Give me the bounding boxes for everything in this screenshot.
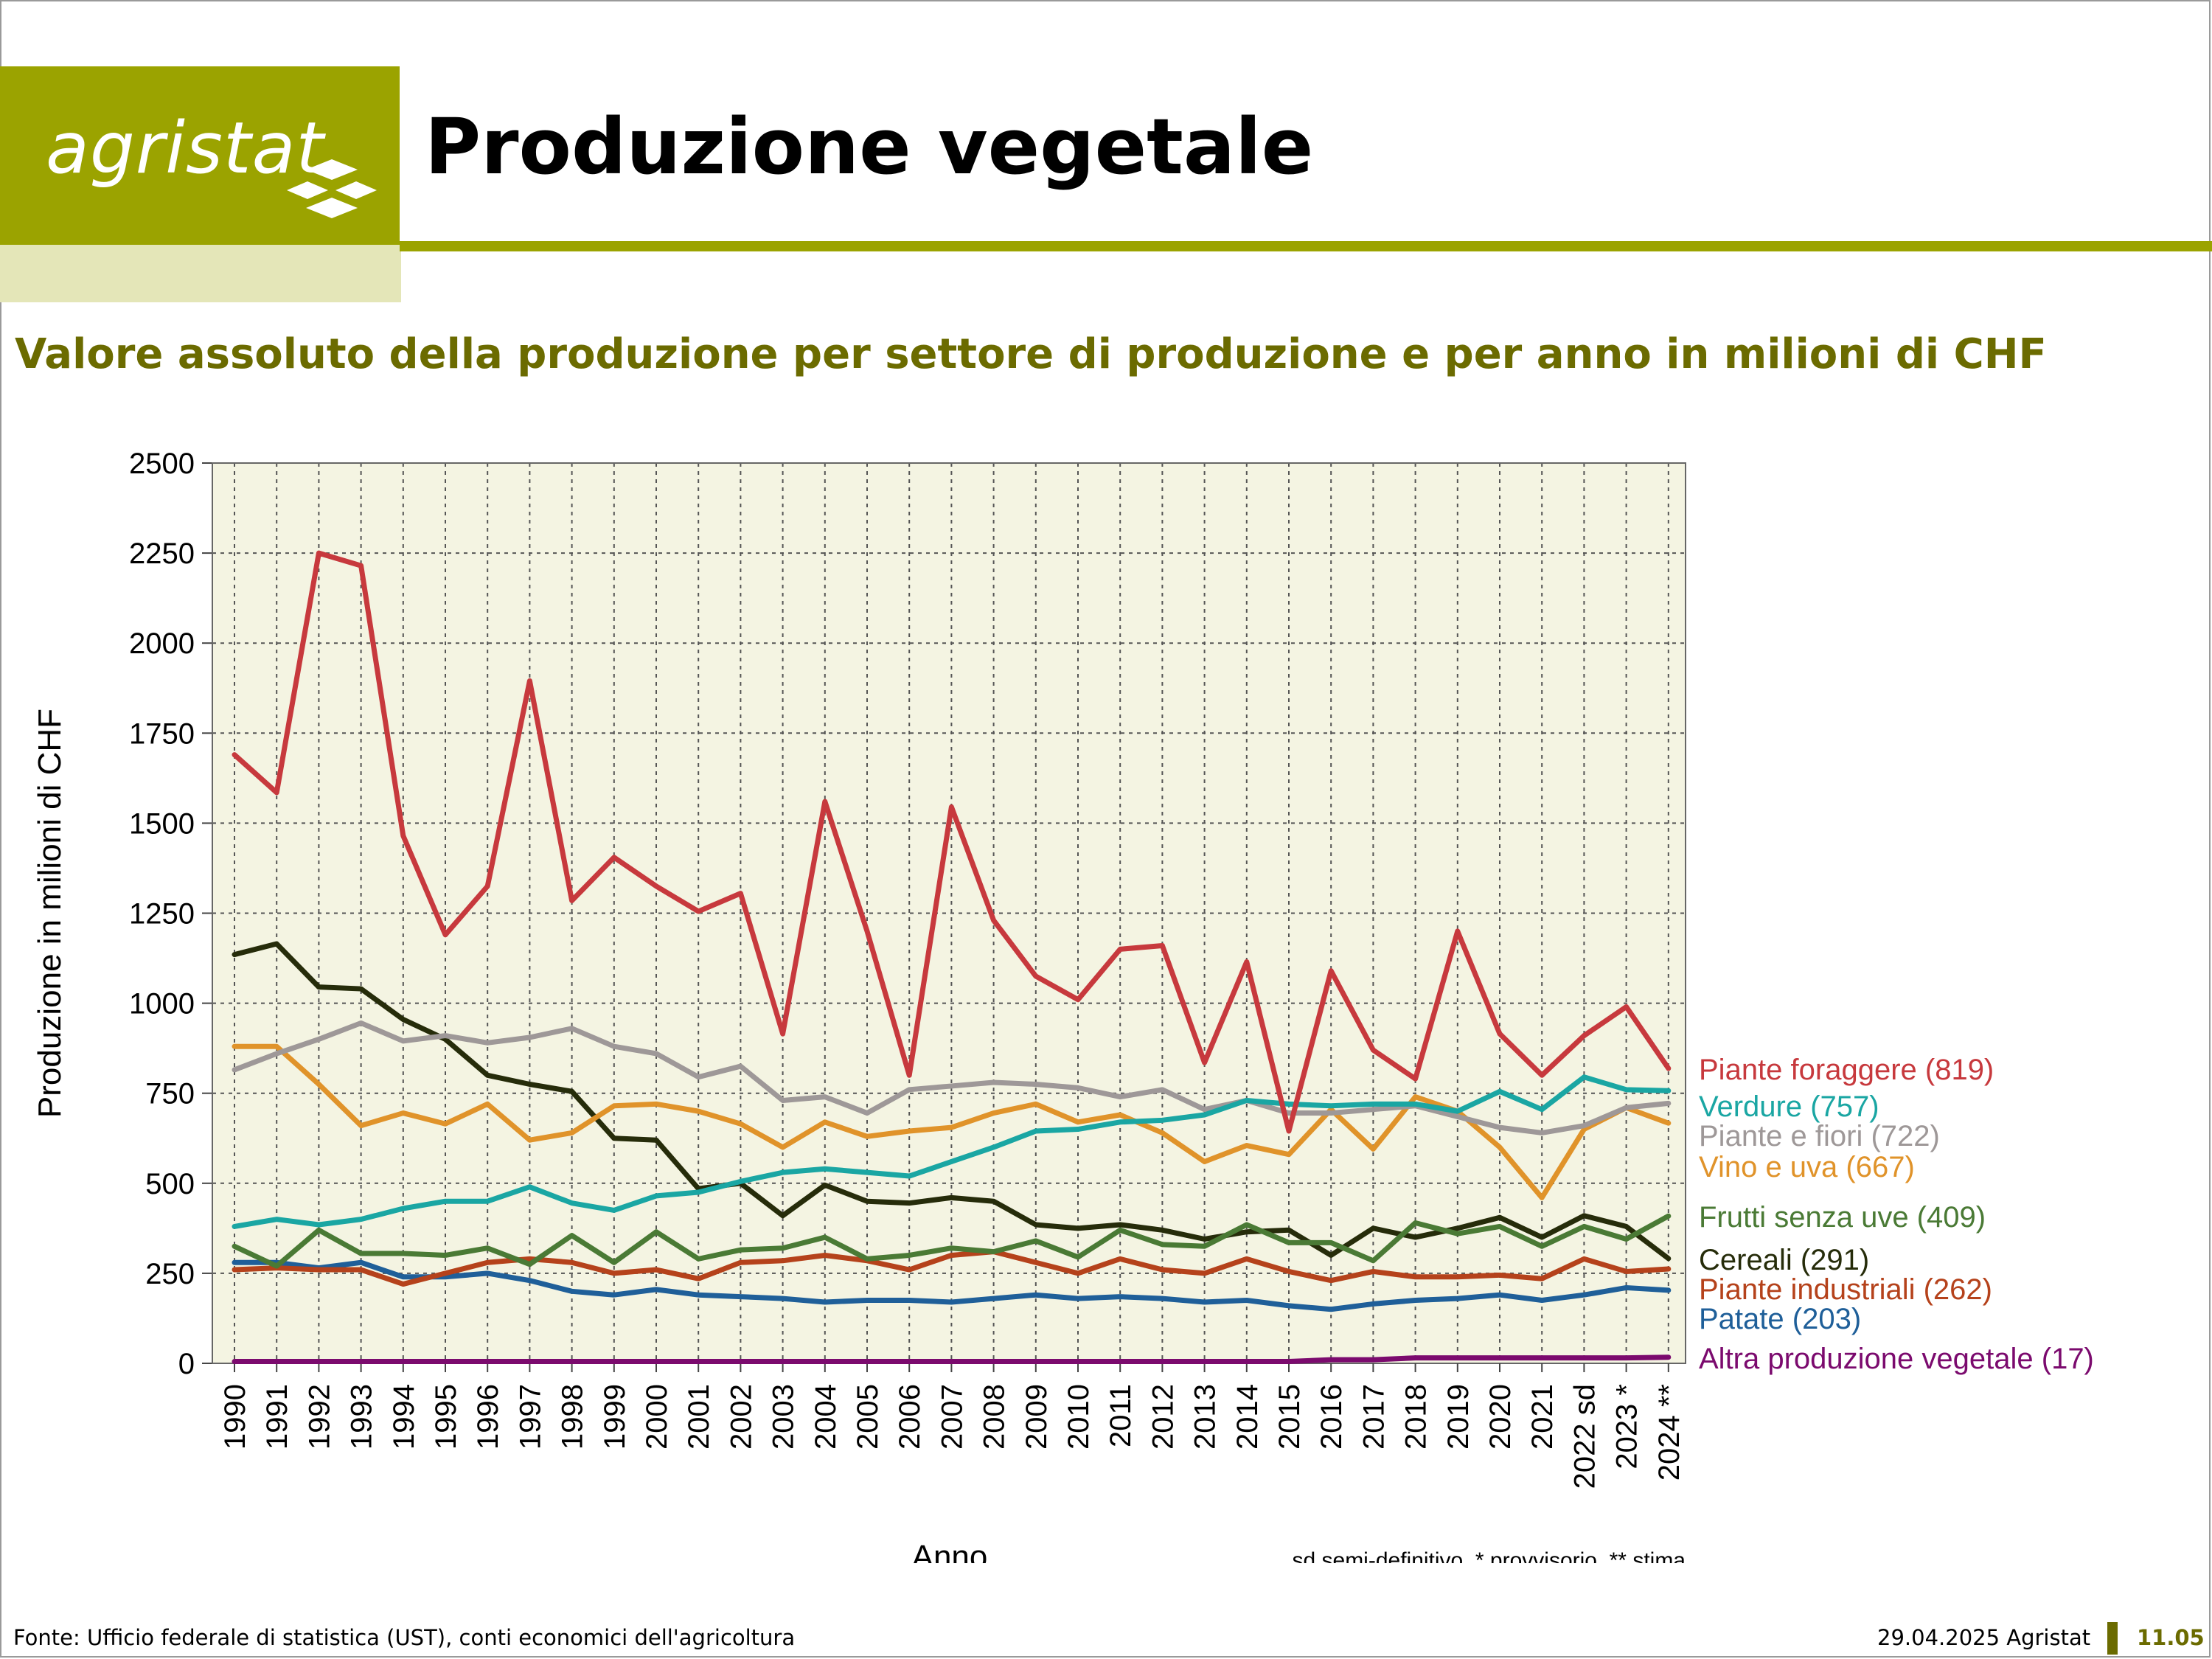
y-tick-label: 500 <box>145 1168 195 1200</box>
y-tick-label: 2000 <box>129 627 195 660</box>
legend-label-verdure: Verdure (757) <box>1699 1091 1879 1123</box>
x-tick-label: 1994 <box>388 1384 420 1450</box>
series-line-vino-e-uva <box>232 1043 1672 1200</box>
x-tick-label: 2017 <box>1357 1384 1390 1450</box>
x-tick-label: 1997 <box>514 1384 546 1450</box>
x-tick-label: 2022 sd <box>1568 1384 1601 1489</box>
legend-label-piante-e-fiori: Piante e fiori (722) <box>1699 1120 1940 1152</box>
y-axis-title: Produzione in milioni di CHF <box>32 709 68 1118</box>
header-rule <box>400 241 2212 251</box>
x-tick-label: 1999 <box>599 1384 631 1450</box>
x-tick-label: 2007 <box>936 1384 968 1450</box>
y-tick-label: 2500 <box>129 448 195 480</box>
x-tick-label: 2003 <box>768 1384 800 1450</box>
x-tick-label: 1993 <box>346 1384 378 1450</box>
legend-label-cereali: Cereali (291) <box>1699 1244 1869 1276</box>
series-line-piante-industriali <box>232 1249 1672 1287</box>
page-title: Produzione vegetale <box>425 102 1314 192</box>
x-tick-label: 2004 <box>810 1384 842 1450</box>
chart-note: sd semi-definitivo, * provvisorio, ** st… <box>1292 1548 1686 1563</box>
series-line-piante-e-fiori <box>232 1020 1672 1135</box>
series-line-cereali <box>232 941 1672 1262</box>
logo-diamond-icon <box>287 159 377 218</box>
series-line-altra-produzione-vegetale <box>232 1354 1672 1365</box>
legend-label-vino-e-uva: Vino e uva (667) <box>1699 1151 1915 1183</box>
x-tick-label: 2012 <box>1147 1384 1179 1450</box>
footer-divider <box>2107 1622 2118 1655</box>
x-tick-label: 2005 <box>852 1384 884 1450</box>
x-axis-title: Anno <box>912 1539 988 1563</box>
x-tick-label: 2018 <box>1400 1384 1433 1450</box>
series-line-frutti-senza-uve <box>232 1213 1672 1269</box>
legend-label-piante-foraggere: Piante foraggere (819) <box>1699 1054 1994 1086</box>
y-tick-label: 750 <box>145 1078 195 1110</box>
y-tick-label: 1500 <box>129 807 195 840</box>
x-tick-label: 1990 <box>219 1384 251 1450</box>
series-line-patate <box>232 1259 1672 1312</box>
x-tick-label: 1991 <box>261 1384 293 1450</box>
x-tick-label: 2010 <box>1062 1384 1095 1450</box>
x-tick-label: 2019 <box>1442 1384 1475 1450</box>
x-tick-label: 2015 <box>1273 1384 1306 1450</box>
x-tick-label: 2001 <box>683 1384 715 1450</box>
x-tick-label: 1996 <box>472 1384 504 1450</box>
x-tick-label: 1998 <box>557 1384 589 1450</box>
footer-date: 29.04.2025 Agristat <box>1877 1625 2091 1650</box>
x-tick-label: 2020 <box>1484 1384 1517 1450</box>
x-tick-label: 2023 * <box>1611 1384 1644 1470</box>
chart-subtitle: Valore assoluto della produzione per set… <box>15 330 2047 378</box>
logo-text: agristat <box>46 107 325 189</box>
series-line-piante-foraggere <box>232 550 1672 1134</box>
x-tick-label: 1995 <box>430 1384 462 1450</box>
y-tick-label: 1000 <box>129 988 195 1020</box>
y-tick-label: 250 <box>145 1258 195 1290</box>
logo-underbar <box>0 245 401 302</box>
x-tick-label: 2024 ** <box>1653 1384 1686 1481</box>
legend-label-patate: Patate (203) <box>1699 1303 1861 1335</box>
x-tick-label: 2009 <box>1020 1384 1053 1450</box>
line-chart: 0 250 500 750 1000 1250 1500 1750 2000 2250 2500 19… <box>32 448 2094 1563</box>
series-line-verdure <box>232 1074 1672 1229</box>
x-tick-label: 2011 <box>1105 1384 1137 1447</box>
x-tick-label: 2008 <box>978 1384 1011 1450</box>
x-tick-label: 2014 <box>1231 1384 1264 1450</box>
x-tick-label: 2021 <box>1526 1384 1559 1450</box>
legend-label-piante-industriali: Piante industriali (262) <box>1699 1273 1992 1306</box>
y-tick-label: 2250 <box>129 538 195 570</box>
y-tick-label: 0 <box>178 1348 195 1380</box>
y-tick-label: 1750 <box>129 717 195 750</box>
legend-label-altra-produzione-vegetale: Altra produzione vegetale (17) <box>1699 1343 2094 1375</box>
page-number: 11.05 <box>2137 1625 2205 1650</box>
agristat-logo: agristat <box>0 66 400 245</box>
y-tick-label: 1250 <box>129 898 195 931</box>
x-tick-label: 1992 <box>303 1384 335 1450</box>
x-tick-label: 2000 <box>641 1384 673 1450</box>
legend-label-frutti-senza-uve: Frutti senza uve (409) <box>1699 1201 1986 1234</box>
x-tick-label: 2016 <box>1315 1384 1348 1450</box>
x-tick-label: 2002 <box>725 1384 757 1450</box>
x-tick-label: 2006 <box>894 1384 926 1450</box>
footer-source: Fonte: Ufficio federale di statistica (U… <box>13 1625 796 1650</box>
x-tick-label: 2013 <box>1189 1384 1222 1450</box>
